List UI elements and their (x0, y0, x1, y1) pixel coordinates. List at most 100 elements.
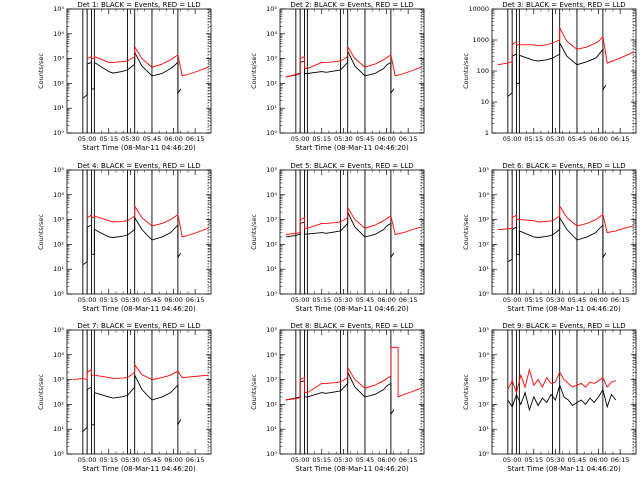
y-tick-label: 10⁴ (478, 191, 489, 199)
x-tick-label: 05:00 (503, 296, 522, 304)
y-tick-label: 10³ (53, 55, 64, 63)
series-events (285, 211, 395, 259)
y-tick-label: 10⁴ (53, 191, 64, 199)
x-tick-label: 05:15 (524, 296, 543, 304)
x-tick-label: 06:00 (377, 296, 396, 304)
plot-frame (279, 8, 425, 134)
y-tick-label: 10² (266, 400, 277, 408)
series-events (507, 383, 617, 412)
y-tick-label: 10² (53, 79, 64, 87)
x-tick-label: 05:00 (291, 456, 310, 464)
x-axis-label: Start Time (08-Mar-11 04:46:20) (507, 465, 621, 473)
x-tick-label: 05:15 (99, 296, 118, 304)
panel-title: Det 3: BLACK = Events, RED = LLD (502, 1, 625, 9)
series-lld (87, 45, 209, 77)
panel-title: Det 5: BLACK = Events, RED = LLD (290, 162, 413, 170)
y-tick-label: 10⁵ (266, 326, 277, 334)
x-tick-label: 06:15 (611, 456, 630, 464)
panel-title: Det 8: BLACK = Events, RED = LLD (290, 322, 413, 330)
y-tick-label: 10¹ (53, 425, 64, 433)
panel-det-3: Det 3: BLACK = Events, RED = LLD 1 10 100 10… (462, 1, 637, 143)
x-axis-label: Start Time (08-Mar-11 04:46:20) (82, 305, 196, 313)
x-axis-label: Start Time (08-Mar-11 04:46:20) (295, 465, 409, 473)
x-tick-label: 06:15 (399, 296, 418, 304)
y-tick-label: 10² (266, 240, 277, 248)
y-tick-label: 10¹ (53, 104, 64, 112)
y-tick-label: 10⁴ (478, 351, 489, 359)
panel-title: Det 1: BLACK = Events, RED = LLD (77, 1, 200, 9)
y-tick-label: 10⁰ (53, 129, 64, 137)
x-tick-label: 05:00 (503, 135, 522, 143)
x-tick-label: 06:15 (399, 135, 418, 143)
y-axis-label: Counts/sec (462, 214, 470, 250)
x-tick-label: 05:45 (143, 456, 162, 464)
x-tick-label: 05:00 (291, 296, 310, 304)
panel-title: Det 4: BLACK = Events, RED = LLD (77, 162, 200, 170)
x-tick-label: 05:30 (121, 456, 140, 464)
panel-det-7: Det 7: BLACK = Events, RED = LLD 10⁰ 10¹ 10… (37, 322, 212, 473)
series-events (82, 374, 182, 432)
series-lld (285, 346, 422, 401)
series-events (507, 215, 607, 263)
y-tick-label: 10⁵ (53, 326, 64, 334)
y-axis-label: Counts/sec (462, 374, 470, 410)
x-tick-label: 06:15 (186, 296, 205, 304)
x-axis-label: Start Time (08-Mar-11 04:46:20) (295, 305, 409, 313)
series-lld (72, 363, 209, 381)
x-tick-label: 06:15 (611, 296, 630, 304)
plot-frame (66, 169, 212, 295)
y-tick-label: 10⁴ (266, 191, 277, 199)
y-axis-label: Counts/sec (462, 53, 470, 89)
x-tick-label: 05:15 (99, 135, 118, 143)
x-tick-label: 06:00 (589, 135, 608, 143)
y-tick-label: 10¹ (53, 265, 64, 273)
x-tick-label: 05:45 (143, 296, 162, 304)
series-events (285, 371, 395, 416)
y-tick-label: 10⁰ (266, 450, 277, 458)
y-tick-label: 10¹ (266, 104, 277, 112)
plot-frame (66, 8, 212, 134)
x-tick-label: 05:45 (143, 135, 162, 143)
x-tick-label: 05:15 (312, 296, 331, 304)
panel-det-6: Det 6: BLACK = Events, RED = LLD 10⁰ 10¹ 10… (462, 162, 637, 313)
y-tick-label: 10¹ (266, 425, 277, 433)
panel-det-8: Det 8: BLACK = Events, RED = LLD 10⁰ 10¹ 10… (250, 322, 425, 473)
x-tick-label: 06:15 (611, 135, 630, 143)
panel-det-4: Det 4: BLACK = Events, RED = LLD 10⁰ 10¹ 10… (37, 162, 212, 313)
x-axis-label: Start Time (08-Mar-11 04:46:20) (295, 144, 409, 152)
y-tick-label: 10000 (468, 5, 489, 13)
x-tick-label: 05:45 (356, 296, 375, 304)
series-lld (285, 45, 422, 78)
x-tick-label: 05:45 (356, 456, 375, 464)
y-tick-label: 10⁵ (478, 326, 489, 334)
series-lld (86, 204, 209, 238)
panel-det-9: Det 9: BLACK = Events, RED = LLD 10⁰ 10¹ 10… (462, 322, 637, 473)
x-tick-label: 05:45 (568, 296, 587, 304)
x-tick-label: 05:00 (78, 296, 97, 304)
y-axis-label: Counts/sec (37, 214, 45, 250)
plot-frame (279, 329, 425, 455)
y-axis-label: Counts/sec (250, 374, 258, 410)
plot-frame (491, 329, 637, 455)
y-tick-label: 10¹ (478, 425, 489, 433)
y-tick-label: 10⁴ (53, 351, 64, 359)
x-tick-label: 05:30 (121, 135, 140, 143)
y-tick-label: 10¹ (266, 265, 277, 273)
x-axis-label: Start Time (08-Mar-11 04:46:20) (82, 465, 196, 473)
x-tick-label: 05:15 (312, 456, 331, 464)
y-tick-label: 10⁵ (53, 5, 64, 13)
panel-title: Det 2: BLACK = Events, RED = LLD (290, 1, 413, 9)
panel-title: Det 6: BLACK = Events, RED = LLD (502, 162, 625, 170)
series-events (82, 215, 182, 266)
x-tick-label: 05:15 (99, 456, 118, 464)
x-tick-label: 05:15 (312, 135, 331, 143)
x-tick-label: 06:00 (164, 456, 183, 464)
x-tick-label: 06:15 (186, 135, 205, 143)
panel-title: Det 7: BLACK = Events, RED = LLD (77, 322, 200, 330)
y-tick-label: 10⁰ (478, 450, 489, 458)
x-tick-label: 06:00 (377, 135, 396, 143)
x-tick-label: 06:00 (589, 296, 608, 304)
y-tick-label: 100 (477, 67, 489, 75)
y-axis-label: Counts/sec (37, 374, 45, 410)
